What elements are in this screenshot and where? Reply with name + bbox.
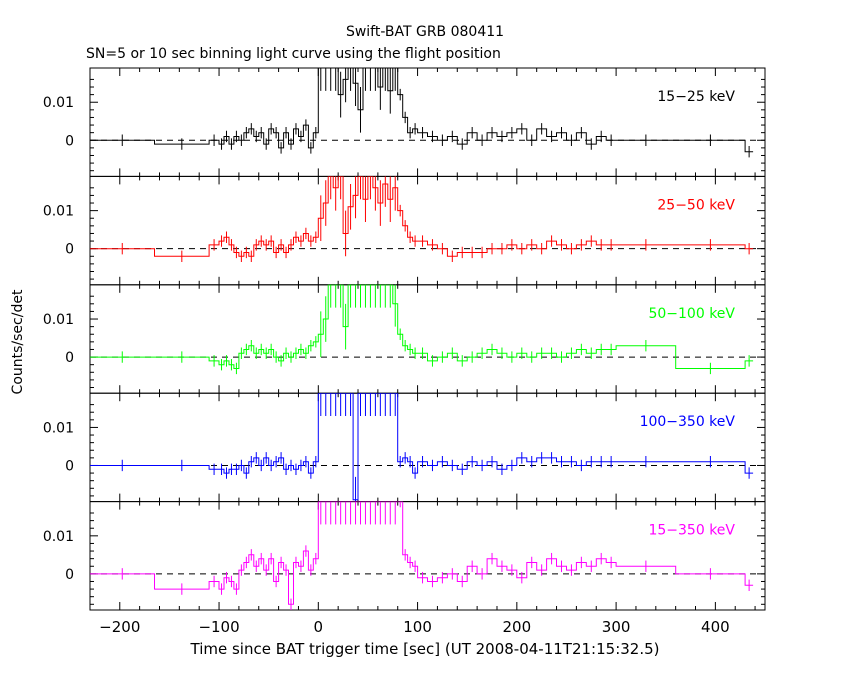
panel-label-15-350-kev: 15−350 keV	[648, 523, 735, 539]
x-axis-label: Time since BAT trigger time [sec] (UT 20…	[190, 640, 660, 658]
y-tick-label: 0	[65, 567, 74, 583]
chart-subtitle: SN=5 or 10 sec binning light curve using…	[86, 46, 501, 62]
panel-frame	[89, 175, 766, 286]
y-tick-label: 0	[65, 133, 74, 149]
y-tick-label: 0.01	[43, 95, 74, 111]
y-tick-label: 0.01	[43, 204, 74, 220]
panel-frame	[89, 501, 766, 611]
x-tick-label: −200	[99, 618, 140, 636]
series-line-100-350-kev	[90, 393, 754, 501]
series-line-25-50-kev	[90, 176, 754, 257]
y-tick-label: 0	[65, 350, 74, 366]
y-tick-label: 0	[65, 242, 74, 258]
y-tick-label: 0.01	[43, 529, 74, 545]
series-line-50-100-kev	[90, 284, 754, 369]
panel-frame	[89, 284, 766, 394]
chart-title: Swift-BAT GRB 080411	[346, 24, 504, 40]
panel-label-50-100-kev: 50−100 keV	[648, 306, 735, 322]
panel-frame	[89, 67, 766, 177]
y-axis-label: Counts/sec/det	[10, 289, 26, 394]
series-line-15-350-kev	[90, 501, 754, 605]
x-tick-label: 400	[701, 618, 730, 636]
panels: 0 0.01 15−25 keV 0 0.01 25−50 keV 0 0.01 50−100 …	[43, 67, 766, 636]
panel-frame	[89, 392, 766, 503]
panel-label-25-50-kev: 25−50 keV	[657, 197, 735, 213]
panel-1: 0 0.01 15−25 keV	[43, 67, 766, 177]
x-tick-label: 300	[602, 618, 631, 636]
series-line-15-25-kev	[90, 68, 754, 153]
panel-4: 0 0.01 100−350 keV	[43, 392, 766, 503]
x-tick-label: 0	[314, 618, 324, 636]
panel-label-15-25-kev: 15−25 keV	[657, 89, 735, 105]
y-tick-label: 0	[65, 458, 74, 474]
x-tick-label: −100	[198, 618, 239, 636]
panel-2: 0 0.01 25−50 keV	[43, 175, 766, 286]
y-tick-label: 0.01	[43, 420, 74, 436]
x-tick-label: 200	[503, 618, 532, 636]
y-tick-label: 0.01	[43, 312, 74, 328]
x-tick-label: 100	[403, 618, 432, 636]
panel-3: 0 0.01 50−100 keV	[43, 284, 766, 394]
panel-label-100-350-kev: 100−350 keV	[640, 414, 736, 430]
panel-5: 0 0.01 15−350 keV	[43, 501, 766, 611]
